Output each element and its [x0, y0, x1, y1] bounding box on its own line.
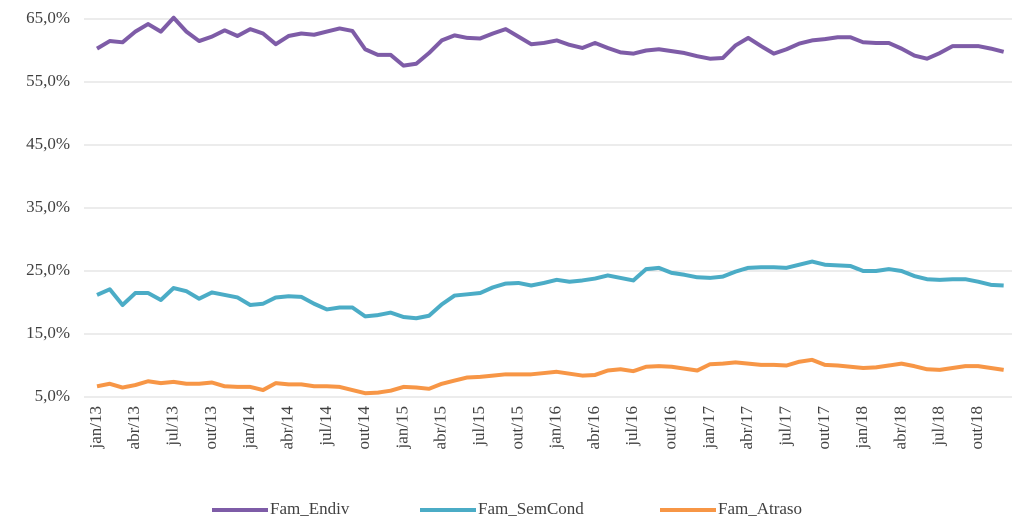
x-tick-label: jul/14	[316, 406, 335, 447]
y-tick-label: 25,0%	[26, 260, 70, 279]
x-tick-label: abr/13	[124, 406, 143, 449]
x-tick-label: out/18	[967, 406, 986, 449]
legend-label: Fam_Atraso	[718, 499, 802, 518]
x-tick-label: abr/15	[431, 406, 450, 449]
y-tick-label: 65,0%	[26, 8, 70, 27]
x-tick-label: jan/18	[852, 406, 871, 450]
x-tick-label: jul/18	[929, 406, 948, 447]
x-tick-label: out/16	[661, 406, 680, 449]
x-tick-label: abr/16	[584, 406, 603, 449]
x-tick-label: out/14	[354, 406, 373, 450]
series-line	[95, 15, 1005, 68]
y-tick-label: 35,0%	[26, 197, 70, 216]
y-tick-label: 5,0%	[35, 386, 70, 405]
x-tick-label: jan/16	[546, 406, 565, 450]
x-tick-label: jan/14	[239, 406, 258, 450]
x-tick-label: abr/17	[737, 406, 756, 450]
legend-label: Fam_Endiv	[270, 499, 350, 518]
legend-label: Fam_SemCond	[478, 499, 584, 518]
x-tick-label: abr/18	[890, 406, 909, 449]
x-tick-label: out/17	[814, 406, 833, 450]
y-tick-label: 55,0%	[26, 71, 70, 90]
x-tick-label: out/13	[201, 406, 220, 449]
x-tick-label: jul/16	[622, 406, 641, 447]
x-tick-label: jan/15	[392, 406, 411, 450]
x-tick-label: abr/14	[277, 406, 296, 450]
series-line	[96, 259, 1004, 321]
x-tick-label: jul/13	[163, 406, 182, 447]
x-tick-label: out/15	[507, 406, 526, 449]
x-tick-label: jul/17	[775, 406, 794, 447]
x-tick-label: jul/15	[469, 406, 488, 447]
x-tick-label: jan/13	[86, 406, 105, 450]
y-tick-label: 15,0%	[26, 323, 70, 342]
series-line	[96, 357, 1004, 396]
x-tick-label: jan/17	[699, 406, 718, 450]
y-tick-label: 45,0%	[26, 134, 70, 153]
